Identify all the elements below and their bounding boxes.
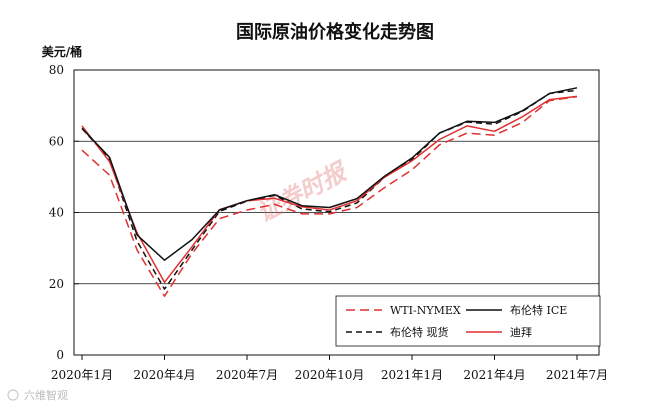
x-axis-ticks: 2020年1月 2020年4月 2020年7月 2020年10月 2021年1月 2021… [51, 355, 608, 382]
chart-title: 国际原油价格变化走势图 [236, 21, 434, 43]
series-line-series-3 [81, 95, 578, 284]
legend-box [335, 295, 601, 347]
legend-label-wti-nymex: WTI-NYMEX [390, 304, 461, 317]
y-tick-label-80: 80 [49, 63, 64, 77]
legend-label-dubai: 迪拜 [510, 326, 532, 339]
y-tick-label-0: 0 [56, 348, 64, 362]
series-layer [81, 87, 578, 297]
x-tick-label-2020-04: 2020年4月 [133, 368, 195, 382]
x-tick-label-2020-07: 2020年7月 [216, 368, 278, 382]
footer-logo: 六维智观 [7, 388, 68, 402]
logo-icon [7, 389, 19, 401]
y-tick-label-40: 40 [49, 206, 64, 220]
watermark-text: 证券时报 [252, 156, 353, 228]
y-tick-label-20: 20 [49, 277, 64, 291]
series-line-series-2 [81, 89, 578, 290]
x-tick-label-2021-01: 2021年1月 [381, 368, 443, 382]
x-tick-label-2021-07: 2021年7月 [546, 368, 608, 382]
y-axis-unit: 美元/桶 [42, 44, 82, 59]
legend-label-brent-ice: 布伦特 ICE [510, 303, 567, 317]
footer-logo-text: 六维智观 [24, 388, 68, 402]
series-line-ice [81, 87, 578, 261]
legend: WTI-NYMEX 布伦特 ICE 布伦特 现货 迪拜 [335, 295, 601, 347]
series-line-wti-nymex [81, 95, 578, 297]
y-tick-label-60: 60 [49, 134, 64, 148]
y-axis-ticks: 0 20 40 60 80 [49, 63, 79, 362]
x-tick-label-2021-04: 2021年4月 [463, 368, 525, 382]
x-tick-label-2020-01: 2020年1月 [51, 368, 113, 382]
x-tick-label-2020-10: 2020年10月 [295, 368, 365, 382]
legend-label-brent-spot: 布伦特 现货 [390, 325, 449, 339]
